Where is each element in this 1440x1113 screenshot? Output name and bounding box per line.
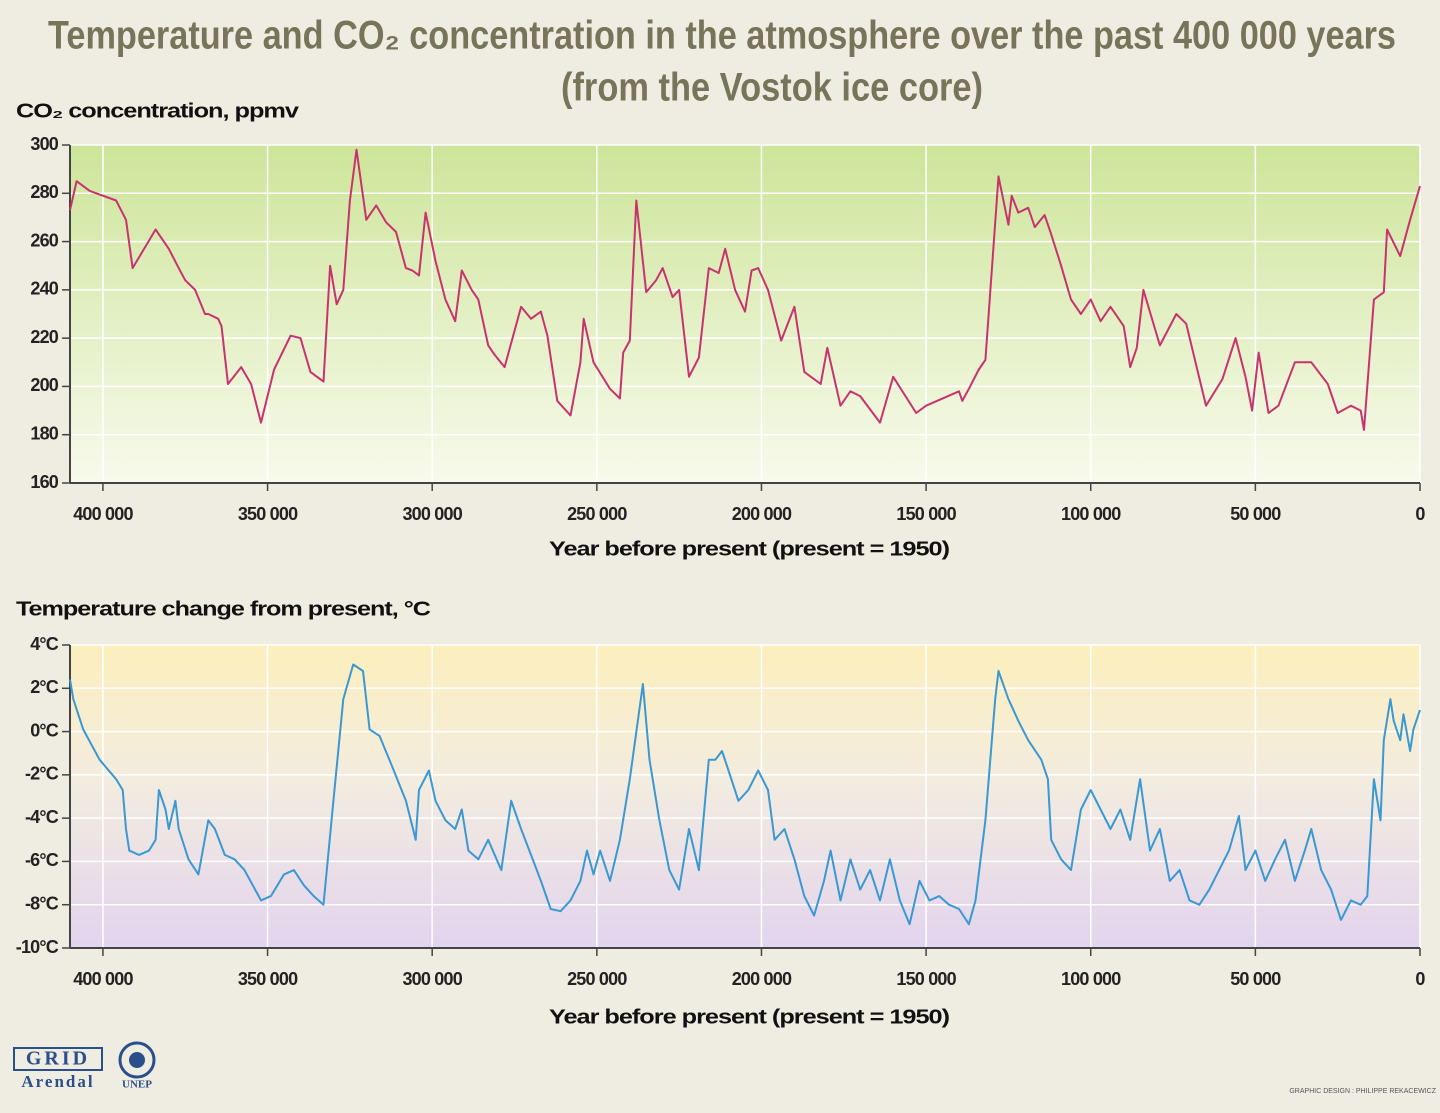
x-tick-label: 400 000 <box>73 504 133 524</box>
x-tick-label: 0 <box>1415 969 1425 989</box>
x-tick-label: 100 000 <box>1061 504 1121 524</box>
logo-unep: UNEP <box>122 1079 152 1091</box>
x-tick-label: 250 000 <box>567 969 627 989</box>
x-axis-label: Year before present (present = 1950) <box>549 1006 949 1028</box>
x-tick-label: 0 <box>1415 504 1425 524</box>
footer: GRID Arendal UNEP GRAPHIC DESIGN : PHILI… <box>13 1041 1437 1095</box>
subtitle: (from the Vostok ice core) <box>561 66 983 110</box>
x-tick-label: 350 000 <box>238 504 298 524</box>
y-tick-label: -8°C <box>25 893 59 913</box>
y-tick-label: 200 <box>30 375 58 395</box>
data-line <box>69 148 1421 431</box>
y-tick-label: -2°C <box>25 764 59 784</box>
y-tick-label: -6°C <box>25 850 59 870</box>
x-tick-label: 200 000 <box>732 969 792 989</box>
y-tick-label: 280 <box>30 182 58 202</box>
y-tick-label: 160 <box>30 472 58 492</box>
logo-box <box>13 1047 103 1071</box>
plot-area <box>70 645 1420 948</box>
y-tick-label: 2°C <box>30 677 59 697</box>
y-tick-label: 240 <box>30 279 58 299</box>
y-axis-label: Temperature change from present, °C <box>16 598 430 620</box>
x-tick-label: 400 000 <box>73 969 133 989</box>
y-tick-label: 180 <box>30 423 58 443</box>
x-tick-label: 200 000 <box>732 504 792 524</box>
unep-emblem <box>118 1041 156 1079</box>
y-tick-label: 4°C <box>30 634 59 654</box>
unep-emblem-core <box>129 1052 145 1068</box>
y-tick-label: -4°C <box>25 807 59 827</box>
x-tick-label: 150 000 <box>896 504 956 524</box>
logo-grid: GRID <box>26 1048 90 1070</box>
y-tick-label: 300 <box>30 134 58 154</box>
data-line <box>69 663 1421 926</box>
x-axis-label: Year before present (present = 1950) <box>549 538 949 560</box>
x-tick-label: 50 000 <box>1230 504 1281 524</box>
logo-arendal: Arendal <box>21 1072 94 1091</box>
x-tick-label: 300 000 <box>402 969 462 989</box>
x-tick-label: 300 000 <box>402 504 462 524</box>
y-tick-label: 260 <box>30 230 58 250</box>
y-tick-label: 220 <box>30 327 58 347</box>
credit: GRAPHIC DESIGN : PHILIPPE REKACEWICZ <box>1289 1088 1436 1095</box>
x-tick-label: 150 000 <box>896 969 956 989</box>
title: Temperature and CO₂ concentration in the… <box>48 14 1396 58</box>
x-tick-label: 50 000 <box>1230 969 1281 989</box>
x-tick-label: 350 000 <box>238 969 298 989</box>
plot-area <box>70 145 1420 483</box>
y-tick-label: 0°C <box>30 720 59 740</box>
x-tick-label: 100 000 <box>1061 969 1121 989</box>
chart: -10°C -8°C -6°C -4°C -2°C 0°C 2°C 4°C 400 000 350… <box>16 598 1426 1028</box>
y-tick-label: -10°C <box>16 937 59 957</box>
y-axis-label: CO₂ concentration, ppmv <box>16 100 300 122</box>
chart: 160 180 200 220 240 260 280 300 400 000 350 000 30… <box>16 100 1426 560</box>
x-tick-label: 250 000 <box>567 504 627 524</box>
